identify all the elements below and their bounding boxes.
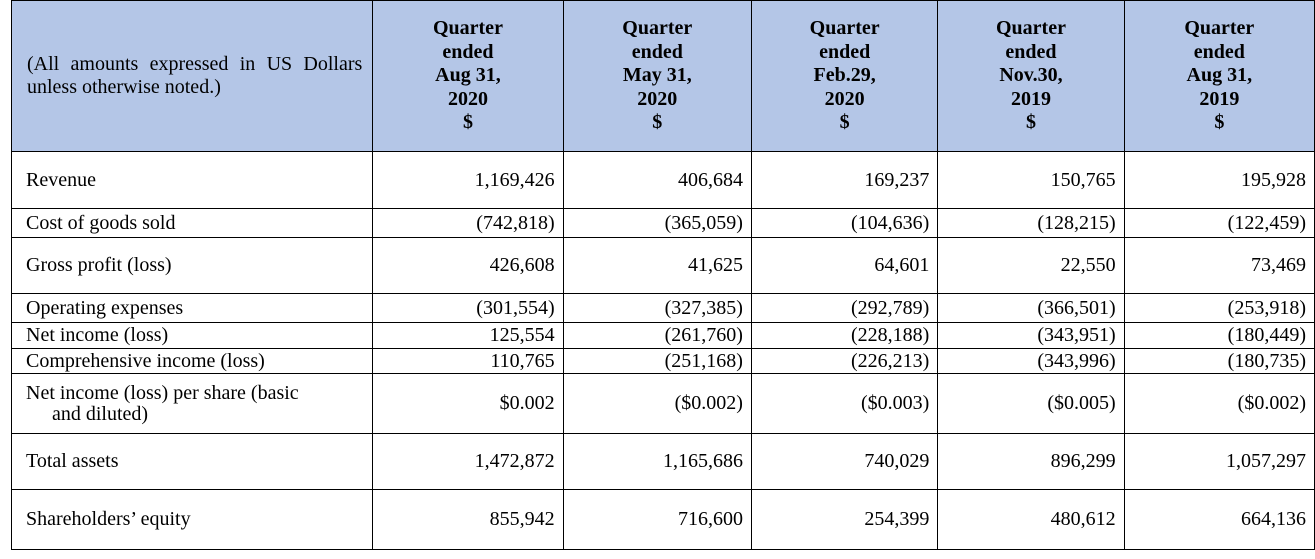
cell-value: 254,399 (750, 489, 939, 550)
cell-value: 716,600 (562, 489, 752, 550)
cell-value: 406,684 (562, 151, 752, 209)
cell-value: 896,299 (937, 433, 1125, 490)
cell-value: (228,188) (750, 322, 939, 349)
row-label: Comprehensive income (loss) (10, 348, 374, 374)
cell-value: (104,636) (750, 208, 939, 238)
header-line: $ (462, 111, 473, 134)
cell-value: (366,501) (937, 293, 1125, 323)
cell-value: (122,459) (1123, 208, 1315, 238)
cell-value: 169,237 (750, 151, 939, 209)
header-line: 2019 (1010, 87, 1051, 110)
header-line: ended (442, 40, 494, 63)
cell-value: (226,213) (750, 348, 939, 374)
cell-value: 64,601 (750, 237, 939, 294)
column-header-aug-2019: Quarter ended Aug 31, 2019 $ (1123, 0, 1315, 152)
cell-value: ($0.003) (750, 373, 939, 434)
cell-value: 195,928 (1123, 151, 1315, 209)
cell-value: 110,765 (372, 348, 564, 374)
column-header-may-2020: Quarter ended May 31, 2020 $ (562, 0, 752, 152)
cell-value: 22,550 (937, 237, 1125, 294)
label-line: Net income (loss) per share (basic (26, 381, 299, 404)
table-row: Net income (loss) 125,554 (261,760) (228… (10, 322, 1315, 349)
cell-value: (742,818) (372, 208, 564, 238)
header-line: $ (652, 111, 663, 134)
cell-value: (365,059) (562, 208, 752, 238)
financial-summary-table: (All amounts expressed in US Dollars unl… (10, 0, 1315, 550)
cell-value: (180,449) (1123, 322, 1315, 349)
cell-value: ($0.002) (1123, 373, 1315, 434)
column-header-feb-2020: Quarter ended Feb.29, 2020 $ (750, 0, 939, 152)
cell-value: ($0.002) (562, 373, 752, 434)
cell-value: (327,385) (562, 293, 752, 323)
currency-note: (All amounts expressed in US Dollars unl… (10, 0, 374, 152)
header-line: 2020 (447, 87, 488, 110)
header-line: Nov.30, (999, 64, 1063, 87)
table-row: Operating expenses (301,554) (327,385) (… (10, 293, 1315, 323)
cell-value: 426,608 (372, 237, 564, 294)
cell-value: (261,760) (562, 322, 752, 349)
row-label: Cost of goods sold (10, 208, 374, 238)
header-line: Quarter (809, 17, 880, 40)
header-line: Aug 31, (1186, 64, 1253, 87)
cell-value: (292,789) (750, 293, 939, 323)
cell-value: 73,469 (1123, 237, 1315, 294)
cell-value: (251,168) (562, 348, 752, 374)
table-row: Total assets 1,472,872 1,165,686 740,029… (10, 433, 1315, 490)
column-header-nov-2019: Quarter ended Nov.30, 2019 $ (937, 0, 1125, 152)
header-line: ended (1193, 40, 1245, 63)
header-line: ended (1005, 40, 1057, 63)
row-label: Operating expenses (10, 293, 374, 323)
cell-value: 1,472,872 (372, 433, 564, 490)
row-label: Revenue (10, 151, 374, 209)
header-line: Quarter (1184, 17, 1255, 40)
header-line: 2019 (1199, 87, 1240, 110)
cell-value: 664,136 (1123, 489, 1315, 550)
header-line: May 31, (622, 64, 692, 87)
cell-value: 480,612 (937, 489, 1125, 550)
cell-value: 41,625 (562, 237, 752, 294)
header-line: Quarter (622, 17, 693, 40)
table-row: Shareholders’ equity 855,942 716,600 254… (10, 489, 1315, 550)
row-label: Total assets (10, 433, 374, 490)
cell-value: 125,554 (372, 322, 564, 349)
cell-value: $0.002 (372, 373, 564, 434)
header-line: 2020 (824, 87, 865, 110)
column-header-aug-2020: Quarter ended Aug 31, 2020 $ (372, 0, 564, 152)
table-row: Gross profit (loss) 426,608 41,625 64,60… (10, 237, 1315, 294)
cell-value: (343,996) (937, 348, 1125, 374)
table-row: Revenue 1,169,426 406,684 169,237 150,76… (10, 151, 1315, 209)
table-row: Comprehensive income (loss) 110,765 (251… (10, 348, 1315, 374)
header-line: $ (1025, 111, 1036, 134)
row-label: Shareholders’ equity (10, 489, 374, 550)
header-line: Aug 31, (435, 64, 501, 87)
cell-value: (343,951) (937, 322, 1125, 349)
cell-value: (301,554) (372, 293, 564, 323)
cell-value: (253,918) (1123, 293, 1315, 323)
header-line: Quarter (432, 17, 503, 40)
header-line: Feb.29, (813, 64, 876, 87)
header-line: $ (1214, 111, 1225, 134)
cell-value: 740,029 (750, 433, 939, 490)
header-line: Quarter (995, 17, 1066, 40)
cell-value: (180,735) (1123, 348, 1315, 374)
row-label: Gross profit (loss) (10, 237, 374, 294)
cell-value: 1,165,686 (562, 433, 752, 490)
row-label: Net income (loss) (10, 322, 374, 349)
cell-value: (128,215) (937, 208, 1125, 238)
cell-value: 150,765 (937, 151, 1125, 209)
cell-value: 1,169,426 (372, 151, 564, 209)
header-line: ended (819, 40, 871, 63)
cell-value: 1,057,297 (1123, 433, 1315, 490)
row-label: Net income (loss) per share (basic and d… (10, 373, 374, 434)
table-row: Cost of goods sold (742,818) (365,059) (… (10, 208, 1315, 238)
cell-value: ($0.005) (937, 373, 1125, 434)
header-line: $ (839, 111, 850, 134)
table-header-row: (All amounts expressed in US Dollars unl… (10, 0, 1315, 152)
cell-value: 855,942 (372, 489, 564, 550)
header-line: ended (631, 40, 683, 63)
table-row: Net income (loss) per share (basic and d… (10, 373, 1315, 434)
header-line: 2020 (637, 87, 678, 110)
label-line: and diluted) (52, 402, 149, 425)
